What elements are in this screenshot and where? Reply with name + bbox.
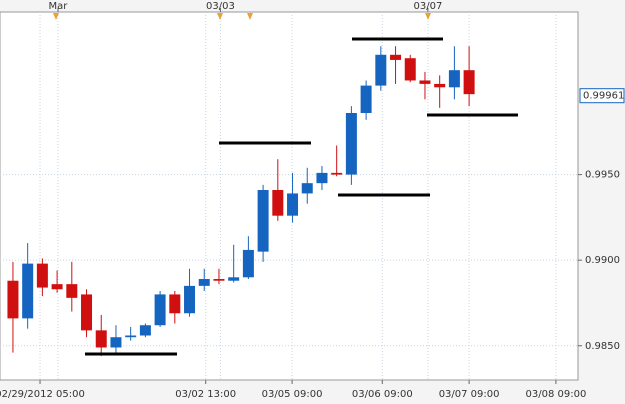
candle-body (110, 337, 122, 348)
candle-body (272, 190, 284, 216)
top-tick-label: Mar (49, 1, 69, 12)
candle-body (22, 263, 34, 319)
x-tick-label: 02/29/2012 05:00 (0, 389, 85, 400)
candle-body (463, 70, 475, 95)
candle-body (448, 70, 460, 88)
candle-body (316, 172, 328, 184)
candle-body (390, 54, 402, 60)
candle-body (154, 294, 166, 326)
candle-body (360, 85, 372, 113)
drawn-levels (85, 37, 518, 356)
candle-body (242, 249, 254, 278)
candle-body (287, 193, 299, 216)
candle-body (7, 280, 19, 319)
candle-body (184, 285, 196, 314)
candle-body (95, 330, 107, 348)
candle-body (419, 80, 431, 84)
x-tick-label: 03/02 13:00 (175, 389, 236, 400)
candle-body (66, 284, 78, 298)
event-markers (53, 13, 431, 20)
y-tick-label: 0.9850 (585, 341, 620, 352)
y-tick-label: 0.9900 (585, 255, 620, 266)
candle-body (375, 54, 387, 86)
candle-body (213, 279, 225, 281)
x-tick-label: 03/07 09:00 (439, 389, 500, 400)
candle-body (257, 190, 269, 252)
y-tick-label: 0.9950 (585, 170, 620, 181)
top-tick-label: 03/03 (206, 1, 235, 12)
candle-body (228, 277, 240, 281)
candle-body (169, 294, 181, 314)
candle-body (51, 284, 63, 290)
top-tick-label: 03/07 (413, 1, 442, 12)
event-marker (247, 13, 253, 20)
x-tick-label: 03/05 09:00 (262, 389, 323, 400)
candle-body (404, 58, 416, 81)
candle-body (301, 183, 313, 194)
last-price-box (579, 88, 625, 104)
last-price-label: 0.99961 (583, 91, 624, 102)
candle-body (198, 279, 210, 286)
candle-body (434, 83, 446, 88)
event-marker (217, 13, 223, 20)
event-marker (425, 13, 431, 20)
candle-body (125, 335, 137, 338)
candle-body (81, 294, 93, 331)
x-tick-label: 03/08 09:00 (526, 389, 587, 400)
candle-body (331, 172, 343, 175)
candle-body (345, 112, 357, 175)
x-tick-label: 03/06 09:00 (352, 389, 413, 400)
candle-body (36, 263, 48, 288)
event-marker (53, 13, 59, 20)
candle-body (139, 325, 151, 336)
